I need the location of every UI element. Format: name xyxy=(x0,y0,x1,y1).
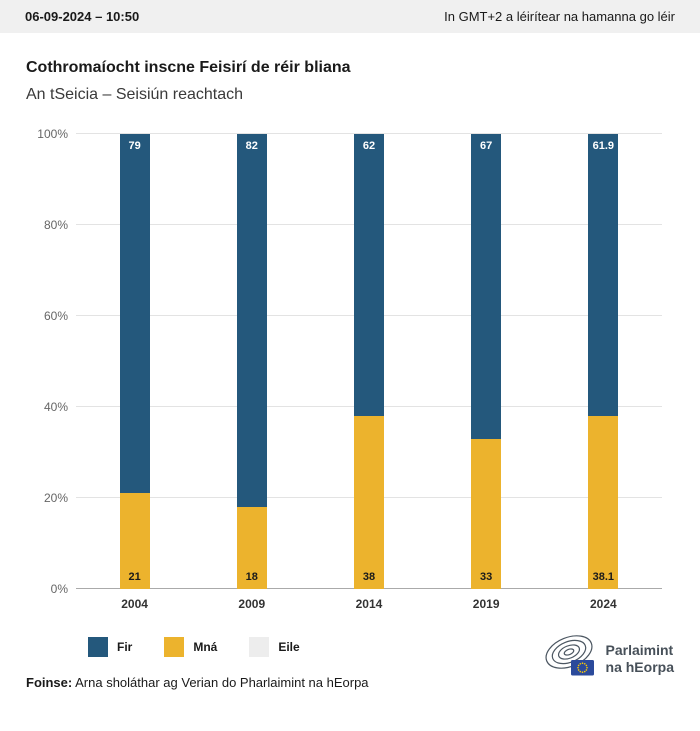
bar-segment-mn[interactable]: 21 xyxy=(119,493,150,589)
legend-and-source: Fir Mná Eile Foinse: Arna sholáthar ag Ver… xyxy=(26,631,369,690)
bar-segment-fir[interactable]: 62 xyxy=(353,134,384,417)
x-axis-label: 2019 xyxy=(472,597,500,611)
ep-logo-text: Parlaimint na hEorpa xyxy=(606,642,674,674)
bar-value-label: 38.1 xyxy=(592,571,615,583)
legend-item-fir[interactable]: Fir xyxy=(88,637,132,657)
datetime-text: 06-09-2024 – 10:50 xyxy=(25,9,140,24)
bar-segment-fir[interactable]: 61.9 xyxy=(588,134,619,416)
bar-value-label: 38 xyxy=(362,571,376,583)
bar-value-label: 61.9 xyxy=(592,140,615,153)
bar-segment-fir[interactable]: 79 xyxy=(119,134,150,494)
chart-subtitle: An tSeicia – Seisiún reachtach xyxy=(26,86,244,103)
ep-logo-line1: Parlaimint xyxy=(605,642,674,659)
ep-logo-line2: na hEorpa xyxy=(605,658,674,675)
chart-title: Cothromaíocht inscne Feisirí de réir bli… xyxy=(26,59,351,76)
bar-column-2009: 82 18 xyxy=(236,134,267,589)
source-label: Foinse: xyxy=(26,675,73,690)
legend-item-mn[interactable]: Mná xyxy=(164,637,217,657)
bar-value-label: 21 xyxy=(128,571,141,583)
y-tick-label: 60% xyxy=(43,309,68,323)
bar-segment-mn[interactable]: 38 xyxy=(353,416,384,589)
y-tick-label: 80% xyxy=(43,218,68,232)
chart-area: 0% 20% 40% 60% 80% 100% 79 21 82 18 62 38 67 33 61.9 3… xyxy=(26,127,674,596)
source-line: Foinse: Arna sholáthar ag Verian do Phar… xyxy=(26,675,369,690)
bars-container: 79 21 82 18 62 38 67 33 61.9 38.1 xyxy=(76,134,662,589)
ep-hemicycle-icon xyxy=(540,633,598,684)
bar-value-label: 79 xyxy=(128,140,141,153)
x-axis-cell: 2014 xyxy=(354,597,384,611)
legend-swatch xyxy=(249,637,270,657)
legend-swatch xyxy=(164,637,185,657)
x-axis-label: 2024 xyxy=(589,597,617,611)
timezone-note: In GMT+2 a léirítear na hamanna go léir xyxy=(444,9,675,24)
bar-segment-mn[interactable]: 33 xyxy=(471,438,502,589)
bar-segment-mn[interactable]: 18 xyxy=(236,507,267,589)
x-axis-label: 2004 xyxy=(121,597,148,611)
x-axis-cell: 2019 xyxy=(471,597,501,611)
header-bar: 06-09-2024 – 10:50 In GMT+2 a léirítear … xyxy=(0,0,700,33)
x-axis-label: 2009 xyxy=(238,597,266,611)
y-tick-label: 0% xyxy=(50,582,68,596)
bar-column-2004: 79 21 xyxy=(119,134,150,589)
x-axis-cell: 2024 xyxy=(588,597,618,611)
legend-swatch xyxy=(88,637,108,657)
x-axis-cell: 2004 xyxy=(120,597,150,611)
x-axis-cell: 2009 xyxy=(237,597,267,611)
plot-area: 79 21 82 18 62 38 67 33 61.9 38.1 xyxy=(76,133,662,589)
x-axis: 2004 2009 2014 2019 2024 xyxy=(76,597,662,611)
gridline xyxy=(76,133,662,134)
y-tick-label: 100% xyxy=(37,127,68,141)
x-axis-label: 2014 xyxy=(355,597,383,611)
bar-value-label: 82 xyxy=(245,140,258,153)
bar-column-2019: 67 33 xyxy=(471,134,502,589)
bar-segment-mn[interactable]: 38.1 xyxy=(588,415,619,589)
y-axis: 0% 20% 40% 60% 80% 100% xyxy=(26,127,76,596)
source-text: Arna sholáthar ag Verian do Pharlaimint … xyxy=(72,675,369,690)
legend-label: Eile xyxy=(278,640,300,654)
ep-logo: Parlaimint na hEorpa xyxy=(540,633,674,684)
legend-item-eile[interactable]: Eile xyxy=(249,637,300,657)
bar-segment-fir[interactable]: 82 xyxy=(236,134,267,508)
legend: Fir Mná Eile xyxy=(88,637,369,657)
y-tick-label: 20% xyxy=(43,491,68,505)
bar-value-label: 67 xyxy=(480,140,493,153)
y-tick-label: 40% xyxy=(43,400,68,414)
bar-value-label: 62 xyxy=(362,140,376,153)
bar-segment-fir[interactable]: 67 xyxy=(471,134,502,439)
legend-label: Mná xyxy=(193,640,218,654)
legend-label: Fir xyxy=(117,640,133,654)
bar-value-label: 33 xyxy=(480,571,493,583)
bar-value-label: 18 xyxy=(245,571,258,583)
bar-column-2014: 62 38 xyxy=(353,134,384,589)
bar-column-2024: 61.9 38.1 xyxy=(588,134,619,589)
